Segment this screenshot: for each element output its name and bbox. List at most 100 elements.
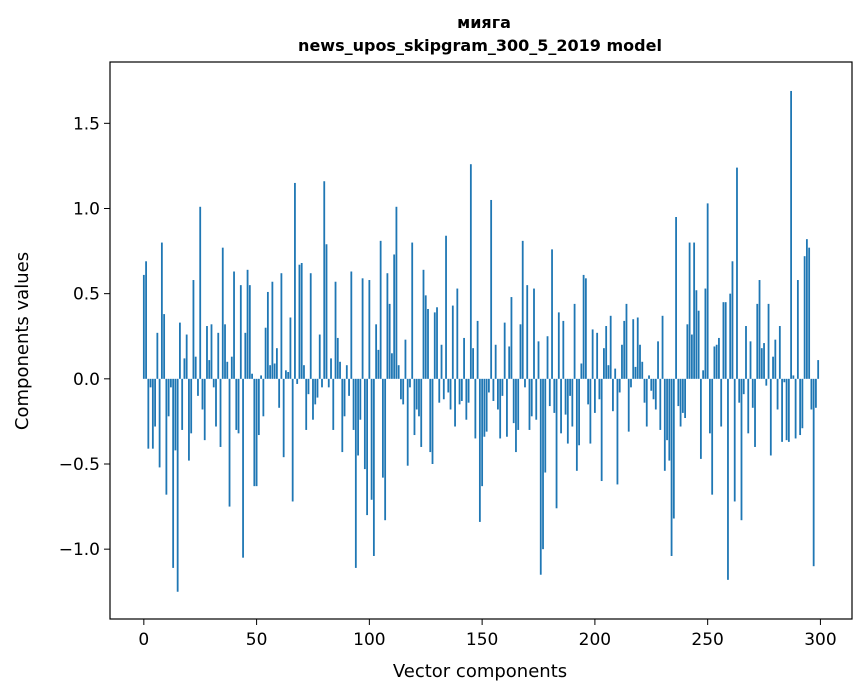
- bar-64: [287, 372, 290, 379]
- bar-12: [169, 378, 172, 388]
- bar-297: [812, 378, 815, 567]
- bar-204: [603, 348, 605, 379]
- bar-11: [167, 378, 170, 417]
- bar-281: [776, 378, 779, 410]
- bar-145: [469, 164, 472, 379]
- bar-207: [609, 315, 612, 379]
- bar-143: [465, 378, 468, 420]
- bar-102: [372, 378, 375, 556]
- bar-19: [185, 334, 188, 379]
- bar-215: [627, 378, 630, 432]
- bar-47: [248, 285, 251, 379]
- bar-128: [431, 378, 434, 464]
- bar-126: [427, 308, 429, 379]
- bar-278: [769, 378, 772, 456]
- bar-165: [515, 378, 517, 453]
- bar-39: [230, 356, 233, 379]
- bar-99: [366, 378, 368, 516]
- bar-233: [668, 378, 671, 461]
- bar-250: [706, 203, 709, 379]
- bar-242: [688, 242, 691, 379]
- bar-255: [718, 337, 720, 379]
- bar-189: [569, 378, 571, 396]
- bar-271: [754, 378, 756, 447]
- bar-192: [575, 378, 578, 471]
- bar-157: [497, 378, 499, 410]
- x-tick-label-100: 100: [353, 630, 385, 650]
- bar-78: [318, 334, 321, 379]
- bar-21: [190, 378, 193, 434]
- bar-171: [528, 378, 531, 430]
- bar-50: [255, 378, 258, 487]
- bar-118: [409, 378, 411, 388]
- bar-56: [269, 365, 272, 379]
- bar-238: [679, 378, 682, 427]
- bar-223: [645, 378, 648, 427]
- bar-280: [774, 339, 777, 379]
- bar-245: [695, 290, 698, 379]
- bar-2: [147, 378, 150, 449]
- bars-group: [142, 90, 820, 592]
- bar-298: [815, 378, 817, 408]
- bar-120: [413, 378, 416, 436]
- bar-55: [266, 291, 269, 379]
- bar-210: [616, 378, 619, 485]
- bar-142: [463, 337, 465, 379]
- bar-36: [224, 324, 226, 379]
- chart-title: мияга: [457, 13, 511, 32]
- bar-37: [226, 361, 229, 379]
- bar-23: [194, 356, 197, 379]
- y-tick-label-0: −1.0: [59, 540, 100, 560]
- bar-65: [289, 317, 292, 379]
- bar-218: [634, 366, 637, 379]
- y-tick-label-5: 1.5: [73, 114, 100, 134]
- bar-31: [212, 378, 215, 388]
- bar-109: [388, 303, 391, 379]
- bar-81: [325, 244, 328, 379]
- bar-117: [406, 378, 409, 466]
- bar-198: [589, 378, 592, 444]
- bar-139: [456, 288, 459, 379]
- bar-256: [720, 378, 723, 427]
- bar-225: [650, 378, 653, 391]
- bar-183: [555, 378, 558, 509]
- bar-283: [781, 378, 783, 442]
- bar-251: [709, 378, 711, 434]
- bar-217: [632, 319, 635, 379]
- bar-60: [278, 378, 281, 408]
- bar-5: [154, 378, 156, 427]
- bar-113: [397, 365, 400, 379]
- bar-294: [805, 239, 808, 379]
- bar-107: [384, 378, 387, 521]
- bar-108: [386, 273, 389, 379]
- bar-289: [794, 378, 797, 439]
- bar-173: [533, 288, 535, 379]
- bar-272: [756, 303, 759, 379]
- plot-frame: [109, 61, 853, 620]
- bar-8: [160, 242, 163, 379]
- bar-214: [625, 303, 628, 379]
- bar-287: [790, 90, 792, 379]
- bar-62: [282, 378, 285, 458]
- bar-166: [517, 378, 520, 430]
- x-tick-label-200: 200: [579, 630, 611, 650]
- bar-116: [404, 339, 407, 379]
- bar-4: [151, 378, 154, 449]
- y-axis-label: Components values: [12, 252, 33, 430]
- bar-270: [751, 378, 754, 408]
- bar-20: [188, 378, 190, 461]
- bar-137: [451, 305, 454, 379]
- bar-188: [566, 378, 569, 444]
- bar-252: [711, 378, 714, 495]
- chart-subtitle: news_upos_skipgram_300_5_2019 model: [298, 36, 662, 55]
- bar-239: [681, 378, 684, 413]
- bar-268: [747, 378, 750, 434]
- bar-154: [490, 199, 493, 379]
- bar-97: [361, 278, 364, 379]
- bar-87: [339, 361, 341, 379]
- bar-262: [733, 378, 736, 502]
- bar-292: [801, 378, 804, 429]
- bar-42: [237, 378, 240, 434]
- bar-234: [670, 378, 673, 556]
